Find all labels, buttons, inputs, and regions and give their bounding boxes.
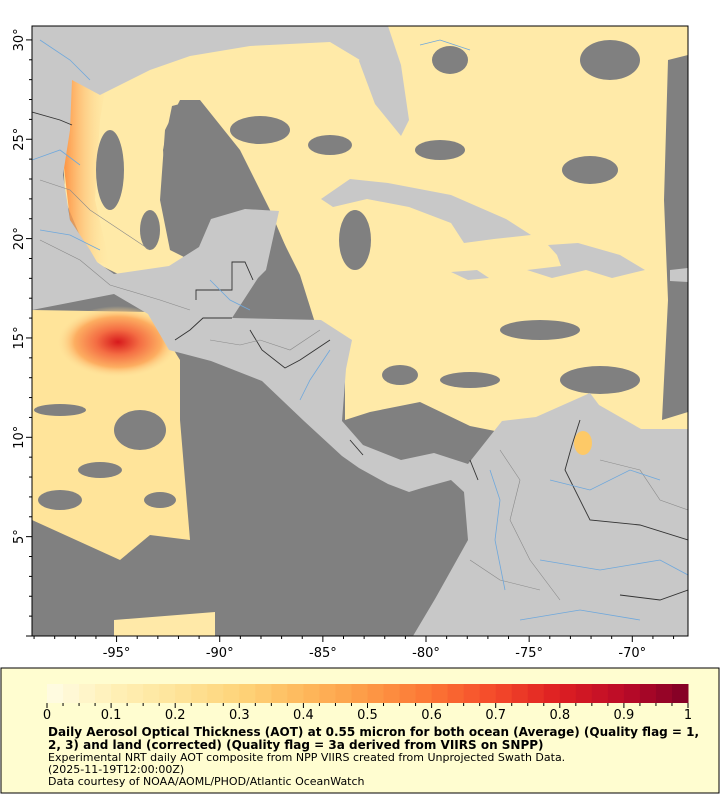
lon-tick-label: -70° [618,646,646,661]
axis-ticks [26,39,675,642]
colorbar-tick-label: 1 [684,708,692,723]
lat-tick-label: 15° [12,326,27,349]
latitude-axis: 30° 25° 20° 15° 10° 5° [12,28,27,544]
country-borders [32,111,688,601]
rivers [32,39,688,621]
colorbar-tick-label: 0.6 [421,708,442,723]
lat-tick-label: 5° [12,529,27,544]
land-cuba [321,179,531,243]
colorbar-swatch [575,684,593,703]
colorbar-swatch [47,684,64,703]
colorbar-swatch [351,684,368,703]
colorbar-swatch [479,684,497,703]
colorbar-swatch [511,684,529,703]
lat-tick-label: 10° [12,426,27,449]
aot-hotspot [56,306,180,378]
legend-title-line-2: 2, 3) and land (corrected) (Quality flag… [48,738,544,752]
lon-tick-label: -85° [309,646,337,661]
land-puerto-rico [670,268,688,282]
no-data-east-strip [662,55,688,420]
colorbar-swatch [591,684,609,703]
colorbar-tick-label: 0.9 [614,708,635,723]
colorbar-tick-label: 0.5 [357,708,378,723]
aot-high-coastal-mexico [62,60,110,265]
colorbar-swatch [607,684,625,703]
lat-tick-label: 25° [12,128,27,151]
colorbar-swatch [367,684,385,703]
colorbar-swatch [287,684,304,703]
colorbar-swatch [447,684,465,703]
colorbar-swatch [415,684,433,703]
colorbar-swatch [527,684,545,703]
colorbar-swatch [559,684,577,703]
no-data-patches [34,40,640,510]
colorbar-swatch [623,684,641,703]
colorbar-swatch [271,684,288,703]
longitude-axis: -95° -90° -85° -80° -75° -70° [103,646,646,661]
colorbar-swatch [255,684,272,703]
colorbar-swatch [399,684,417,703]
land-mexico-central-south-america [32,26,688,636]
colorbar-tick-label: 0.3 [229,708,250,723]
aot-lake-maracaibo [574,431,592,455]
legend-panel: 0 0.1 0.2 0.3 0.4 0.5 0.6 0.7 0.8 0.9 1 Daily Aero… [0,667,720,794]
colorbar-swatch [207,684,224,703]
colorbar-tick-labels: 0 0.1 0.2 0.3 0.4 0.5 0.6 0.7 0.8 0.9 1 [43,708,692,723]
map-panel [32,26,688,636]
colorbar-swatch [223,684,240,703]
colorbar-swatch [335,684,352,703]
colorbar-swatch [655,684,673,703]
colorbar-swatch [143,684,160,703]
colorbar-swatch [495,684,513,703]
land-hispaniola [527,243,645,278]
land-jamaica [451,270,489,280]
legend-credit: Data courtesy of NOAA/AOML/PHOD/Atlantic… [48,775,365,788]
colorbar [46,684,689,708]
colorbar-tick-label: 0.7 [485,708,506,723]
colorbar-swatch [319,684,336,703]
colorbar-swatch [671,684,689,703]
legend-time: (2025-11-19T12:00:00Z) [48,763,184,776]
colorbar-swatch [191,684,208,703]
colorbar-swatch [79,684,96,703]
colorbar-swatch [463,684,481,703]
colorbar-tick-label: 0.1 [101,708,122,723]
aot-region-pacific-south [114,612,215,636]
lon-tick-label: -75° [515,646,543,661]
colorbar-swatch [159,684,176,703]
colorbar-swatch [239,684,256,703]
lat-tick-label: 30° [12,28,27,51]
colorbar-swatch [111,684,128,703]
colorbar-swatch [383,684,401,703]
colorbar-tick-label: 0.2 [165,708,186,723]
colorbar-tick-label: 0 [43,708,51,723]
state-borders [39,179,688,601]
map-frame [31,25,689,637]
colorbar-swatch [63,684,80,703]
lon-tick-label: -80° [412,646,440,661]
colorbar-swatch [95,684,112,703]
colorbar-tick-label: 0.4 [293,708,314,723]
colorbar-swatch [543,684,561,703]
lon-tick-label: -90° [206,646,234,661]
colorbar-swatch [175,684,192,703]
lat-tick-label: 20° [12,227,27,250]
colorbar-swatch [431,684,449,703]
colorbar-swatch [303,684,320,703]
colorbar-swatch [639,684,657,703]
lon-tick-label: -95° [103,646,131,661]
land-florida [359,26,409,136]
legend-description: Experimental NRT daily AOT composite fro… [48,751,565,764]
colorbar-tick-label: 0.8 [549,708,570,723]
colorbar-swatch [127,684,144,703]
legend-title-line-1: Daily Aerosol Optical Thickness (AOT) at… [48,725,699,739]
